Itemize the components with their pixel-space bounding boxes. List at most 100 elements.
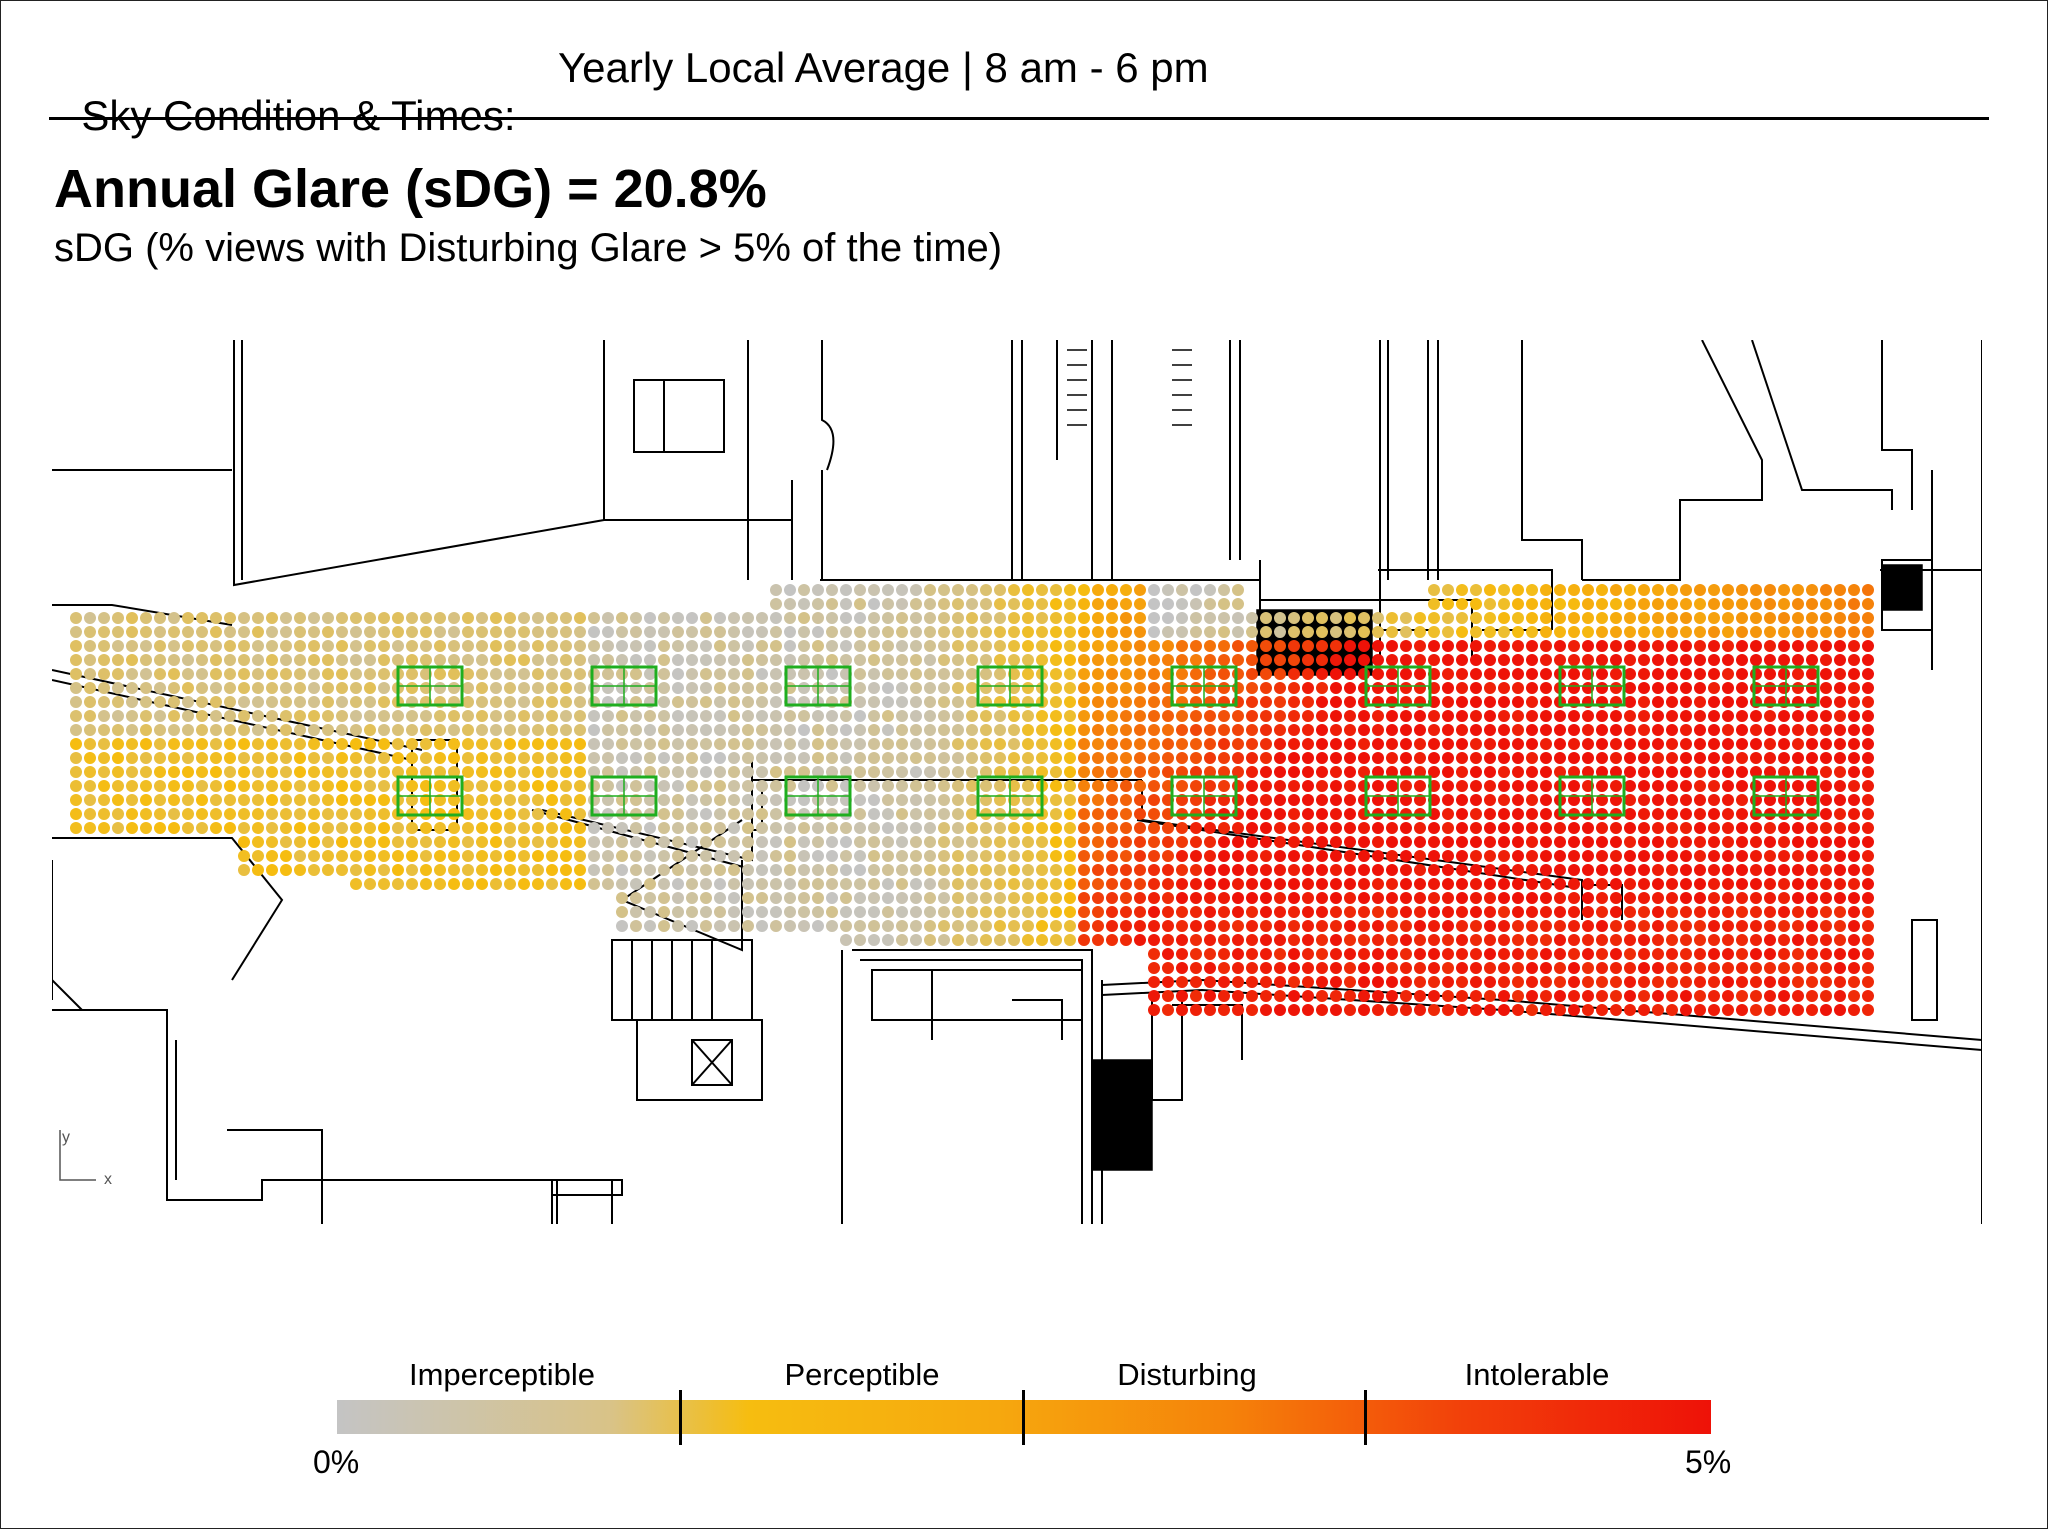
glare-sensor-point	[1834, 710, 1846, 722]
glare-sensor-point	[462, 808, 474, 820]
glare-sensor-point	[714, 766, 726, 778]
glare-sensor-point	[406, 668, 418, 680]
glare-sensor-point	[1330, 808, 1342, 820]
glare-sensor-point	[1512, 598, 1524, 610]
glare-sensor-point	[1274, 822, 1286, 834]
glare-sensor-point	[1806, 976, 1818, 988]
glare-sensor-point	[714, 920, 726, 932]
glare-sensor-point	[462, 794, 474, 806]
glare-sensor-point	[966, 780, 978, 792]
glare-sensor-point	[1344, 626, 1356, 638]
glare-sensor-point	[1470, 934, 1482, 946]
glare-sensor-point	[784, 654, 796, 666]
glare-sensor-point	[980, 780, 992, 792]
glare-sensor-point	[1582, 766, 1594, 778]
glare-sensor-point	[672, 878, 684, 890]
glare-sensor-point	[1204, 598, 1216, 610]
glare-sensor-point	[140, 808, 152, 820]
glare-sensor-point	[1764, 584, 1776, 596]
glare-sensor-point	[1540, 850, 1552, 862]
glare-sensor-point	[784, 598, 796, 610]
glare-sensor-point	[1246, 892, 1258, 904]
glare-sensor-point	[1330, 752, 1342, 764]
glare-sensor-point	[1036, 738, 1048, 750]
glare-sensor-point	[1610, 822, 1622, 834]
glare-sensor-point	[1610, 738, 1622, 750]
glare-sensor-point	[1050, 626, 1062, 638]
glare-sensor-point	[644, 738, 656, 750]
glare-sensor-point	[434, 864, 446, 876]
glare-sensor-point	[154, 752, 166, 764]
glare-sensor-point	[1400, 612, 1412, 624]
glare-sensor-point	[224, 612, 236, 624]
glare-sensor-point	[560, 808, 572, 820]
glare-sensor-point	[1120, 598, 1132, 610]
glare-sensor-point	[1414, 710, 1426, 722]
glare-sensor-point	[1358, 892, 1370, 904]
glare-sensor-point	[1694, 612, 1706, 624]
glare-sensor-point	[1232, 780, 1244, 792]
glare-sensor-point	[1610, 962, 1622, 974]
glare-sensor-point	[168, 738, 180, 750]
glare-sensor-point	[910, 682, 922, 694]
glare-sensor-point	[994, 640, 1006, 652]
glare-sensor-point	[294, 654, 306, 666]
glare-sensor-point	[1162, 640, 1174, 652]
glare-sensor-point	[1736, 626, 1748, 638]
glare-sensor-point	[1484, 612, 1496, 624]
glare-sensor-point	[1666, 794, 1678, 806]
glare-sensor-point	[1736, 822, 1748, 834]
glare-sensor-point	[392, 640, 404, 652]
glare-sensor-point	[322, 822, 334, 834]
glare-sensor-point	[938, 738, 950, 750]
glare-sensor-point	[896, 850, 908, 862]
glare-sensor-point	[532, 626, 544, 638]
glare-sensor-point	[1204, 780, 1216, 792]
glare-sensor-point	[896, 654, 908, 666]
legend-category-disturbing: Disturbing	[1117, 1357, 1257, 1392]
glare-sensor-point	[266, 724, 278, 736]
glare-sensor-point	[1750, 710, 1762, 722]
glare-sensor-point	[1260, 710, 1272, 722]
glare-sensor-point	[826, 738, 838, 750]
glare-sensor-point	[1498, 836, 1510, 848]
glare-sensor-point	[938, 682, 950, 694]
glare-sensor-point	[910, 654, 922, 666]
glare-sensor-point	[1218, 640, 1230, 652]
glare-sensor-point	[1288, 780, 1300, 792]
glare-sensor-point	[1456, 780, 1468, 792]
glare-sensor-point	[1694, 640, 1706, 652]
glare-sensor-point	[1344, 850, 1356, 862]
glare-sensor-point	[658, 640, 670, 652]
glare-sensor-point	[1358, 626, 1370, 638]
glare-sensor-point	[1778, 584, 1790, 596]
glare-sensor-point	[672, 724, 684, 736]
glare-sensor-point	[1456, 668, 1468, 680]
glare-sensor-point	[1316, 780, 1328, 792]
glare-sensor-point	[1400, 1004, 1412, 1016]
glare-sensor-point	[938, 640, 950, 652]
glare-sensor-point	[672, 864, 684, 876]
glare-sensor-point	[826, 682, 838, 694]
glare-sensor-point	[1246, 906, 1258, 918]
glare-sensor-point	[1540, 934, 1552, 946]
glare-sensor-point	[1862, 962, 1874, 974]
glare-sensor-point	[1666, 766, 1678, 778]
glare-sensor-point	[924, 612, 936, 624]
glare-sensor-point	[1400, 780, 1412, 792]
glare-sensor-point	[1722, 612, 1734, 624]
glare-sensor-point	[308, 752, 320, 764]
glare-sensor-point	[1638, 850, 1650, 862]
glare-sensor-point	[98, 626, 110, 638]
glare-sensor-point	[1372, 724, 1384, 736]
glare-sensor-point	[1498, 906, 1510, 918]
glare-sensor-point	[1694, 780, 1706, 792]
glare-sensor-point	[1120, 696, 1132, 708]
glare-sensor-point	[966, 682, 978, 694]
glare-sensor-point	[630, 710, 642, 722]
glare-sensor-point	[1750, 892, 1762, 904]
glare-sensor-point	[1652, 752, 1664, 764]
glare-sensor-point	[1820, 1004, 1832, 1016]
glare-sensor-point	[1470, 654, 1482, 666]
glare-sensor-point	[1232, 724, 1244, 736]
